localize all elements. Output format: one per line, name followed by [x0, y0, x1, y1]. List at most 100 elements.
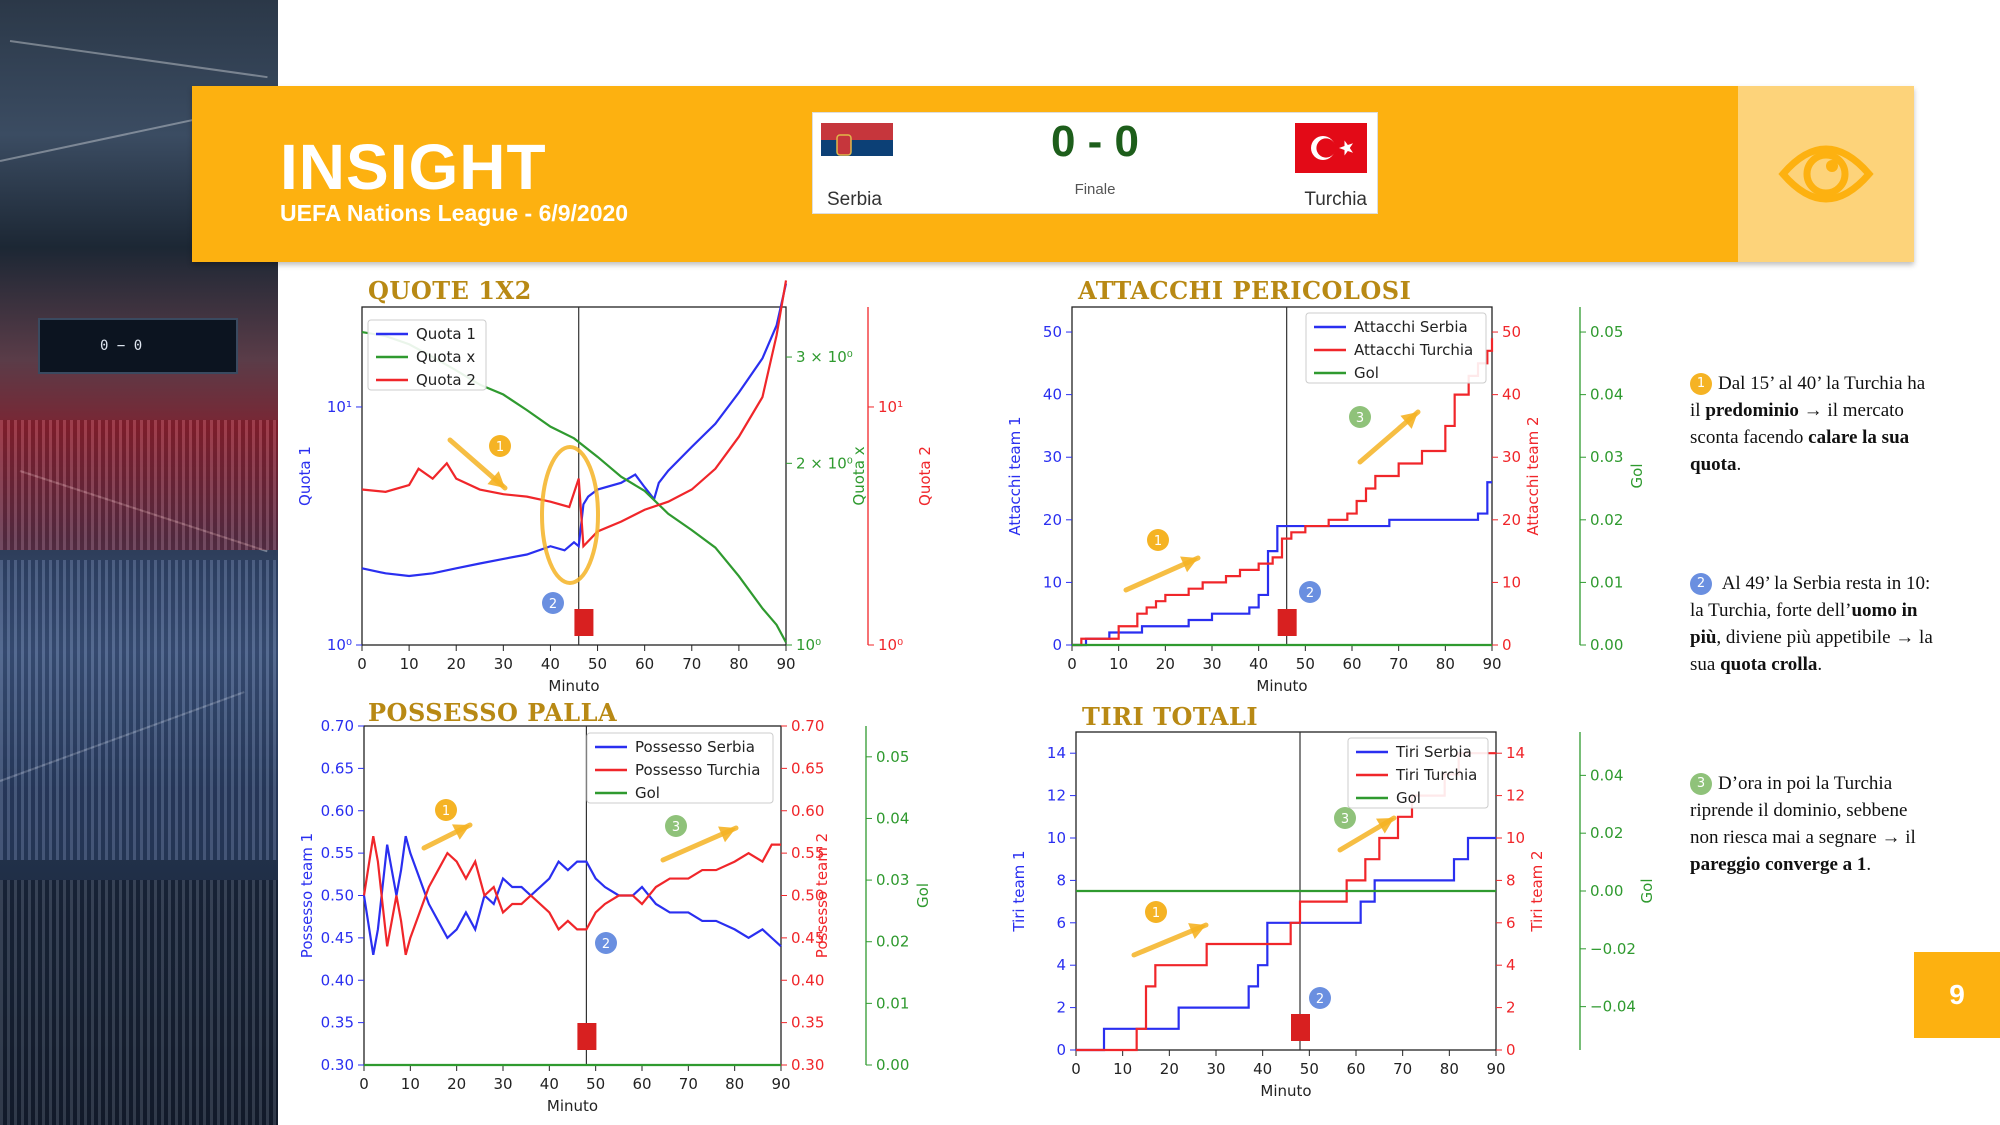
annotation-badge-number: 1 [496, 440, 504, 455]
legend-box [367, 319, 487, 391]
y-right2-tick-label: −0.04 [1590, 998, 1636, 1016]
y-left-tick-label: 0.30 [321, 1056, 354, 1074]
annotation-badge [595, 932, 617, 954]
annotation-badge-number: 2 [549, 597, 557, 612]
annotation-badge-number: 2 [602, 937, 610, 952]
x-tick-label: 70 [679, 1075, 698, 1093]
note-text: . [1866, 854, 1872, 875]
annotation-badge [489, 435, 511, 457]
annotation-arrowhead [1376, 818, 1394, 834]
y-left-tick-label: 0.40 [321, 971, 354, 989]
annotation-arrowhead [487, 471, 505, 488]
y-left-tick-label: 2 [1056, 999, 1066, 1017]
x-tick-label: 20 [447, 655, 466, 673]
note-text: → il mercato sconta facendo [1690, 400, 1904, 448]
page-title: INSIGHT [280, 131, 547, 203]
x-axis-label: Minuto [547, 1097, 598, 1115]
y-right2-tick-label: 10¹ [878, 398, 903, 416]
y-right2-axis-label: Quota 2 [916, 446, 934, 506]
y-left-tick-label: 0 [1052, 636, 1062, 654]
annotation-badge-number: 3 [672, 820, 680, 835]
note-bold: predominio [1705, 400, 1799, 421]
y-right2-tick-label: 0.03 [876, 871, 909, 889]
y-right1-tick-label: 0.70 [791, 717, 824, 735]
x-tick-label: 80 [729, 655, 748, 673]
y-left-tick-label: 20 [1043, 511, 1062, 529]
note-text: D’ora in poi la Turchia riprende il domi… [1690, 773, 1916, 848]
x-tick-label: 20 [1156, 655, 1175, 673]
annotation-badge [1309, 987, 1331, 1009]
y-left-tick-label: 8 [1056, 871, 1066, 889]
y-right1-tick-label: 10 [1502, 573, 1521, 591]
annotation-badge [1299, 581, 1321, 603]
y-right2-tick-label: 0.02 [1590, 824, 1623, 842]
x-tick-label: 10 [400, 655, 419, 673]
y-right2-tick-label: 0.04 [876, 809, 909, 827]
series-line-quota-1 [361, 283, 788, 578]
y-right2-axis-label: Gol [1628, 464, 1646, 489]
annotation-badge [435, 799, 457, 821]
legend-label: Quota x [416, 348, 475, 366]
y-left-axis-label: Quota 1 [296, 446, 314, 506]
y-right2-tick-label: 10⁰ [878, 636, 903, 654]
x-tick-label: 0 [1071, 1060, 1081, 1078]
plot-frame [361, 306, 787, 646]
annotation-badge [1334, 807, 1356, 829]
y-left-tick-label: 14 [1047, 744, 1066, 762]
x-tick-label: 70 [1393, 1060, 1412, 1078]
legend-label: Possesso Turchia [635, 761, 760, 779]
x-tick-label: 40 [540, 1075, 559, 1093]
page-number: 9 [1914, 952, 2000, 1038]
match-score: 0 - 0 [1050, 117, 1140, 166]
y-right1-tick-label: 14 [1506, 744, 1525, 762]
legend-label: Attacchi Serbia [1354, 318, 1468, 336]
x-axis-label: Minuto [548, 677, 599, 695]
y-right2-tick-label: 0.03 [1590, 448, 1623, 466]
x-tick-label: 10 [1113, 1060, 1132, 1078]
annotation-badge-number: 1 [1154, 534, 1162, 549]
legend-label: Possesso Serbia [635, 738, 755, 756]
y-left-tick-label: 50 [1043, 323, 1062, 341]
legend-box [1305, 312, 1487, 384]
annotation-badge [665, 815, 687, 837]
x-tick-label: 60 [1346, 1060, 1365, 1078]
chart-title-attacchi: ATTACCHI PERICOLOSI [1078, 276, 1412, 305]
x-tick-label: 0 [357, 655, 367, 673]
y-left-tick-label: 6 [1056, 914, 1066, 932]
annotation-badge [1145, 901, 1167, 923]
x-tick-label: 80 [1440, 1060, 1459, 1078]
y-right2-axis-label: Gol [914, 883, 932, 908]
x-tick-label: 30 [493, 1075, 512, 1093]
y-right1-tick-label: 6 [1506, 914, 1516, 932]
annotation-arrowhead [1400, 412, 1418, 429]
y-right1-tick-label: 4 [1506, 956, 1516, 974]
x-tick-label: 50 [588, 655, 607, 673]
annotation-badge-number: 3 [1356, 411, 1364, 426]
annotation-arrowhead [718, 826, 736, 843]
note-number-badge: 2 [1690, 573, 1712, 595]
y-right2-tick-label: 0.01 [876, 994, 909, 1012]
legend-label: Gol [1354, 364, 1379, 382]
note-text: Dal 15’ al 40’ la Turchia ha il [1690, 373, 1926, 421]
series-line-possesso-turchia [362, 835, 781, 956]
series-line-attacchi-turchia [1072, 338, 1494, 647]
x-tick-label: 90 [1486, 1060, 1505, 1078]
x-tick-label: 0 [1067, 655, 1077, 673]
legend-label: Attacchi Turchia [1354, 341, 1473, 359]
y-left-tick-label: 0.50 [321, 887, 354, 905]
note-text: , diviene più appetibile → la sua [1690, 627, 1933, 675]
y-right2-tick-label: 0.04 [1590, 386, 1623, 404]
x-axis-label: Minuto [1260, 1082, 1311, 1100]
y-right1-axis-label: Quota x [850, 446, 868, 505]
annotation-arrowhead [452, 824, 470, 840]
note-bold: calare la sua quota [1690, 427, 1910, 475]
y-right1-tick-label: 8 [1506, 871, 1516, 889]
y-right1-tick-label: 0 [1506, 1041, 1516, 1059]
annotation-arrowhead [1180, 556, 1198, 573]
note-number-badge: 3 [1690, 773, 1712, 795]
y-right1-tick-label: 0.30 [791, 1056, 824, 1074]
note-text: . [1736, 454, 1742, 475]
y-left-tick-label: 30 [1043, 448, 1062, 466]
annotation-circle [540, 445, 600, 585]
